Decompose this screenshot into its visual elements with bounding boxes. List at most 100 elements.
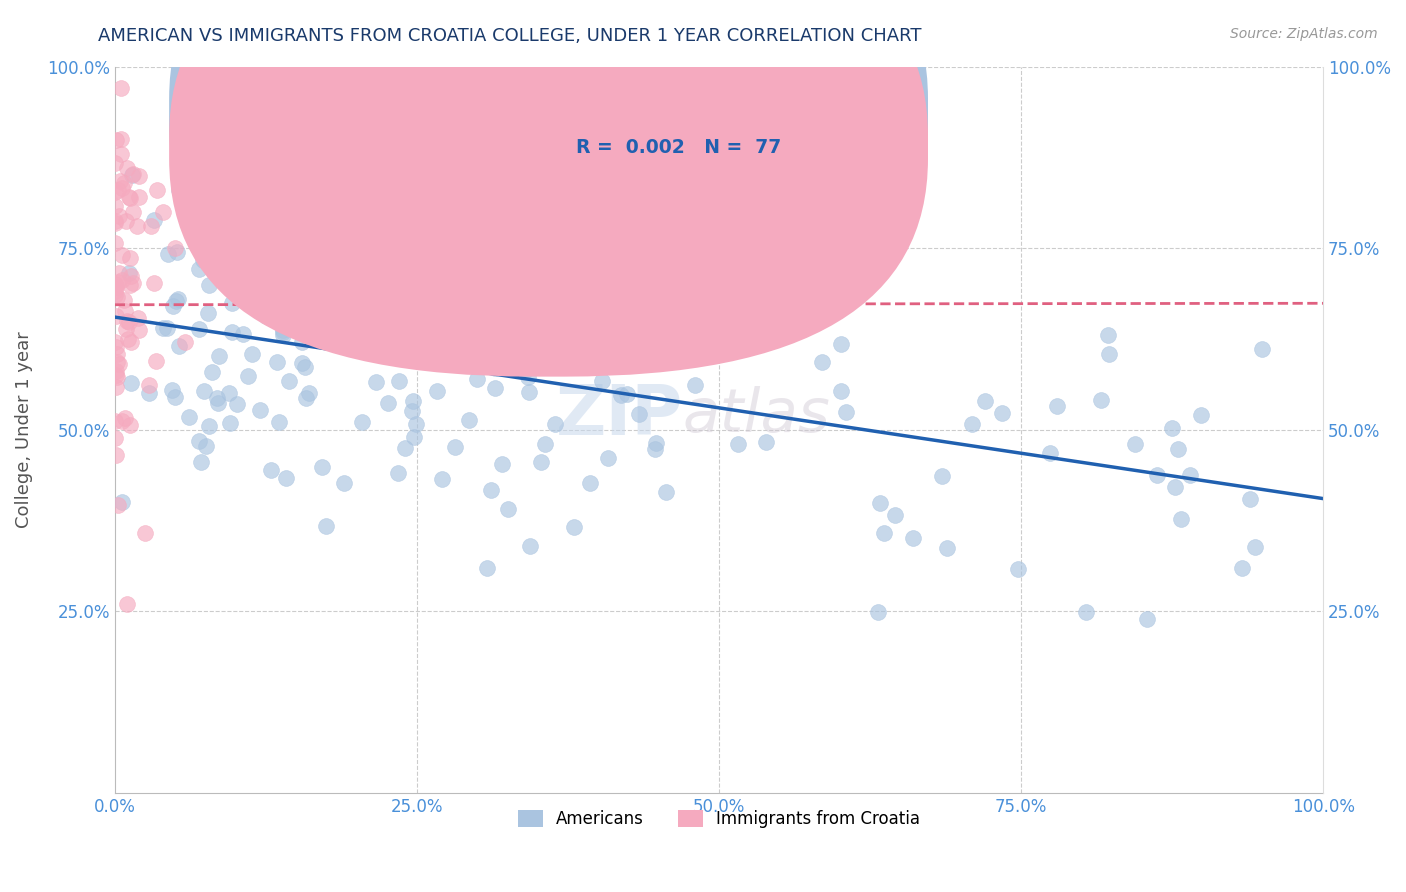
Point <box>249 402 271 417</box>
Point <box>104 214 127 228</box>
Point <box>404 241 426 255</box>
Point <box>516 369 538 384</box>
Point <box>644 436 666 450</box>
Point <box>866 605 889 619</box>
Point <box>544 417 567 431</box>
Point <box>104 285 127 299</box>
Point <box>221 325 243 339</box>
Point <box>991 405 1014 419</box>
Point <box>112 293 135 308</box>
Point <box>117 333 139 347</box>
Text: AMERICAN VS IMMIGRANTS FROM CROATIA COLLEGE, UNDER 1 YEAR CORRELATION CHART: AMERICAN VS IMMIGRANTS FROM CROATIA COLL… <box>98 27 922 45</box>
Point <box>146 183 169 197</box>
Point <box>120 269 142 284</box>
Point <box>835 404 858 418</box>
Point <box>193 384 215 399</box>
Point <box>115 313 138 327</box>
Point <box>246 227 269 241</box>
Point <box>271 325 294 339</box>
Point <box>187 322 209 336</box>
Point <box>266 355 288 369</box>
Point <box>704 283 727 297</box>
Point <box>366 376 388 390</box>
Point <box>271 323 294 337</box>
Point <box>165 241 187 255</box>
Point <box>283 281 305 295</box>
Point <box>188 434 211 449</box>
Point <box>463 316 485 330</box>
Point <box>110 146 132 161</box>
Point <box>110 81 132 95</box>
Point <box>344 219 367 234</box>
Point <box>655 485 678 500</box>
Point <box>479 483 502 497</box>
Point <box>1074 605 1097 619</box>
Point <box>271 327 294 342</box>
Point <box>225 223 247 237</box>
Point <box>105 449 128 463</box>
Point <box>727 436 749 450</box>
Point <box>426 384 449 399</box>
Point <box>232 326 254 341</box>
Point <box>1097 328 1119 343</box>
Point <box>1189 408 1212 422</box>
Point <box>935 541 957 556</box>
Point <box>143 276 166 290</box>
Point <box>162 384 184 398</box>
Point <box>193 253 215 268</box>
Point <box>167 339 190 353</box>
Point <box>207 391 229 405</box>
Point <box>394 441 416 455</box>
Point <box>104 133 127 147</box>
Point <box>1164 480 1187 494</box>
Point <box>125 219 148 234</box>
Point <box>114 410 136 425</box>
Point <box>108 266 131 280</box>
FancyBboxPatch shape <box>169 0 928 344</box>
Point <box>111 273 134 287</box>
Point <box>139 219 162 234</box>
Point <box>107 183 129 197</box>
Point <box>179 409 201 424</box>
Point <box>430 472 453 486</box>
Point <box>118 190 141 204</box>
Text: ZIP: ZIP <box>555 382 683 449</box>
Point <box>121 167 143 181</box>
Point <box>401 404 423 418</box>
Point <box>105 355 128 369</box>
Point <box>120 278 142 293</box>
Point <box>117 266 139 280</box>
Point <box>107 209 129 223</box>
Point <box>831 337 853 351</box>
Point <box>174 334 197 349</box>
Point <box>108 357 131 371</box>
Point <box>830 384 852 398</box>
Point <box>122 277 145 291</box>
Point <box>1007 562 1029 576</box>
Point <box>516 334 538 348</box>
Point <box>240 347 263 361</box>
Point <box>107 275 129 289</box>
Point <box>346 128 368 143</box>
Point <box>156 247 179 261</box>
Point <box>107 498 129 512</box>
Point <box>537 285 560 299</box>
Point <box>295 392 318 406</box>
Point <box>138 378 160 392</box>
Point <box>352 415 374 429</box>
Point <box>579 475 602 490</box>
Point <box>104 279 127 293</box>
Point <box>307 238 329 252</box>
Point <box>322 161 344 175</box>
Point <box>519 385 541 400</box>
Point <box>332 476 354 491</box>
Point <box>225 248 247 262</box>
Point <box>519 539 541 553</box>
Point <box>127 311 149 326</box>
Point <box>627 407 650 421</box>
Point <box>104 156 127 170</box>
Point <box>494 298 516 312</box>
Point <box>110 132 132 146</box>
Point <box>128 323 150 337</box>
FancyBboxPatch shape <box>502 81 889 179</box>
